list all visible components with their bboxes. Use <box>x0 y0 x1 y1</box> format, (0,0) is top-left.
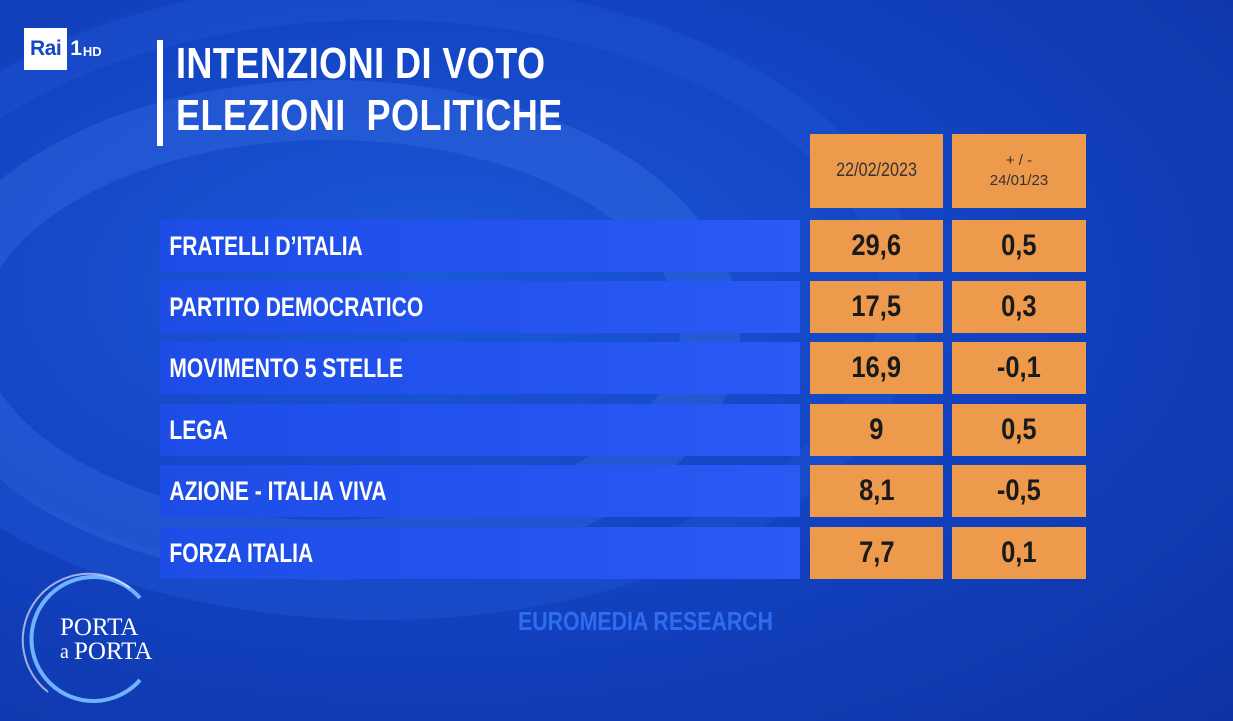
vote-value-cell: 16,9 <box>810 342 943 394</box>
vote-value: 9 <box>869 413 884 446</box>
vote-diff: -0,1 <box>997 351 1041 384</box>
vote-value: 29,6 <box>851 229 902 262</box>
vote-value-cell: 8,1 <box>810 465 943 517</box>
vote-diff: 0,1 <box>1001 536 1037 569</box>
party-name: FORZA ITALIA <box>169 538 314 568</box>
column-header-diff-line1: + / - <box>1005 152 1033 169</box>
hd-badge: HD <box>82 43 102 59</box>
party-name-cell: LEGA <box>160 404 800 456</box>
party-name: LEGA <box>169 415 228 445</box>
porta-a-porta-line3: PORTA <box>74 638 153 665</box>
vote-diff: -0,5 <box>997 474 1041 507</box>
party-name: FRATELLI D’ITALIA <box>169 231 363 261</box>
porta-a-porta-line2: a <box>60 641 69 663</box>
vote-value-cell: 29,6 <box>810 220 943 272</box>
vote-diff-cell: 0,5 <box>952 220 1086 272</box>
vote-diff-cell: -0,1 <box>952 342 1086 394</box>
vote-diff-cell: 0,3 <box>952 281 1086 333</box>
vote-value: 7,7 <box>858 536 895 569</box>
vote-diff: 0,5 <box>1001 413 1037 446</box>
party-name-cell: FORZA ITALIA <box>160 527 800 579</box>
title-line-2: ELEZIONI POLITICHE <box>176 91 563 140</box>
vote-diff-cell: -0,5 <box>952 465 1086 517</box>
page-title: INTENZIONI DI VOTO ELEZIONI POLITICHE <box>176 38 563 142</box>
title-accent-bar <box>157 40 163 146</box>
vote-value: 16,9 <box>851 351 902 384</box>
party-name-cell: PARTITO DEMOCRATICO <box>160 281 800 333</box>
vote-value: 17,5 <box>851 290 902 323</box>
vote-value-cell: 17,5 <box>810 281 943 333</box>
porta-a-porta-logo: PORTA a PORTA <box>20 568 170 708</box>
vote-value-cell: 7,7 <box>810 527 943 579</box>
column-header-diff: + / - 24/01/23 <box>952 134 1086 208</box>
rai-logo-box: Rai <box>24 28 68 70</box>
party-name-cell: FRATELLI D’ITALIA <box>160 220 800 272</box>
vote-diff: 0,3 <box>1001 290 1037 323</box>
vote-diff-cell: 0,1 <box>952 527 1086 579</box>
source-label: EUROMEDIA RESEARCH <box>518 606 774 636</box>
vote-value: 8,1 <box>858 474 895 507</box>
column-header-diff-line2: 24/01/23 <box>989 172 1049 189</box>
title-line-1: INTENZIONI DI VOTO <box>176 39 546 88</box>
column-header-date: 22/02/2023 <box>810 134 943 208</box>
channel-logo: Rai 1 HD <box>24 28 102 70</box>
party-name-cell: AZIONE - ITALIA VIVA <box>160 465 800 517</box>
column-header-date-label: 22/02/2023 <box>836 160 917 181</box>
party-name: MOVIMENTO 5 STELLE <box>169 353 403 383</box>
party-name: AZIONE - ITALIA VIVA <box>169 476 387 506</box>
vote-diff: 0,5 <box>1001 229 1037 262</box>
party-name: PARTITO DEMOCRATICO <box>169 292 424 322</box>
porta-a-porta-ring-icon <box>21 572 142 703</box>
party-name-cell: MOVIMENTO 5 STELLE <box>160 342 800 394</box>
channel-number: 1 <box>70 37 82 60</box>
porta-a-porta-line1: PORTA <box>60 614 139 641</box>
vote-diff-cell: 0,5 <box>952 404 1086 456</box>
vote-value-cell: 9 <box>810 404 943 456</box>
